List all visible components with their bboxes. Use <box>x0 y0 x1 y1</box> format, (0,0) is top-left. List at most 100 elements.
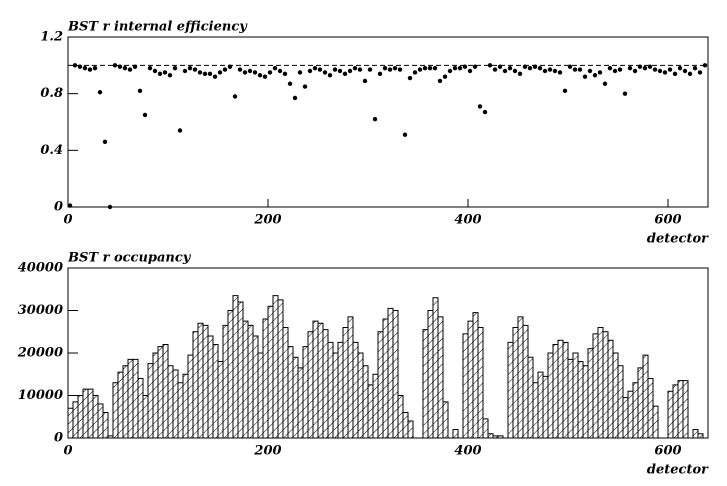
bar <box>682 380 689 439</box>
bar <box>182 373 189 439</box>
point <box>127 67 133 72</box>
point <box>217 70 223 75</box>
point <box>592 73 598 78</box>
bar <box>592 333 599 439</box>
point <box>202 71 208 77</box>
bar <box>342 327 349 439</box>
y-tick-label: 40000 <box>18 261 63 276</box>
point <box>302 84 308 89</box>
bar <box>432 297 439 439</box>
bar <box>402 412 409 439</box>
point <box>212 74 218 79</box>
point <box>247 68 253 74</box>
x-tick-label: 400 <box>454 444 481 459</box>
point <box>617 67 623 72</box>
bar <box>257 352 264 439</box>
bar <box>142 395 149 439</box>
bar <box>577 361 584 439</box>
bar <box>422 329 429 439</box>
point <box>362 78 368 84</box>
y-tick-label: 30000 <box>18 303 63 318</box>
bar <box>587 348 594 439</box>
x-tick-label: 200 <box>253 444 281 459</box>
bar <box>187 354 194 439</box>
bar <box>102 412 109 439</box>
point <box>327 73 333 78</box>
bar <box>152 352 159 439</box>
point <box>512 68 518 74</box>
point <box>657 68 663 74</box>
bar <box>572 352 579 439</box>
bar <box>337 341 344 439</box>
bar <box>547 352 554 439</box>
bar <box>237 301 244 439</box>
bar <box>362 365 369 439</box>
bar <box>652 405 659 439</box>
bar <box>287 346 294 439</box>
point <box>132 64 138 69</box>
point <box>177 128 183 133</box>
point <box>332 67 338 72</box>
bar <box>642 354 649 439</box>
bar <box>367 384 374 439</box>
bar <box>397 395 404 439</box>
point <box>307 68 313 74</box>
bar <box>627 390 634 439</box>
point <box>297 70 303 75</box>
point <box>257 73 263 78</box>
point <box>497 64 503 69</box>
point <box>102 139 108 145</box>
point <box>172 65 178 71</box>
point <box>157 71 163 77</box>
bar <box>262 318 269 439</box>
point <box>197 70 203 75</box>
point <box>507 65 513 71</box>
point <box>412 70 418 75</box>
point <box>182 68 188 74</box>
bar <box>552 344 559 439</box>
point <box>292 95 298 101</box>
bar <box>677 380 684 439</box>
bar <box>87 388 94 439</box>
bar <box>162 344 169 439</box>
point <box>222 67 228 72</box>
point <box>522 64 528 69</box>
point <box>312 65 318 71</box>
point <box>92 65 98 71</box>
point <box>317 67 323 72</box>
bar <box>452 429 459 439</box>
bar <box>147 363 154 439</box>
point <box>447 68 453 74</box>
point <box>87 67 93 72</box>
bar <box>697 433 704 439</box>
x-axis-label: detector <box>647 463 709 478</box>
point <box>647 64 653 69</box>
point <box>287 81 293 86</box>
bar <box>672 384 679 439</box>
bar <box>117 371 124 439</box>
point <box>682 68 688 74</box>
bar <box>532 382 539 439</box>
point <box>582 74 588 79</box>
bar <box>192 331 199 439</box>
point <box>402 132 408 137</box>
point <box>242 70 248 75</box>
x-tick-label: 200 <box>253 213 281 228</box>
bar <box>247 324 254 439</box>
bar <box>327 341 334 439</box>
point <box>477 104 483 109</box>
point <box>492 67 498 72</box>
bar <box>612 352 619 439</box>
x-tick-label: 600 <box>654 444 681 459</box>
point <box>387 67 393 72</box>
point <box>552 68 558 74</box>
point <box>252 70 258 75</box>
point <box>557 70 563 75</box>
point <box>377 71 383 77</box>
point <box>397 67 403 72</box>
point <box>357 67 363 72</box>
point <box>112 63 118 68</box>
x-tick-label: 0 <box>63 444 72 459</box>
point <box>527 65 533 71</box>
point <box>667 67 673 72</box>
